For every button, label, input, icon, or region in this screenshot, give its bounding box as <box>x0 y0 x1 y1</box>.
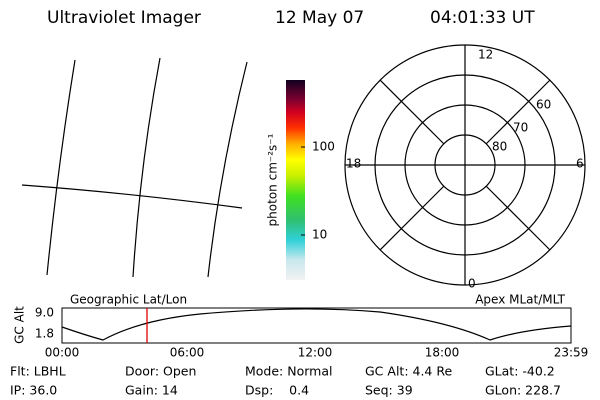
colorbar <box>286 80 305 280</box>
x-tick-label: 18:00 <box>425 346 460 360</box>
status-field: GC Alt: 4.4 Re <box>365 364 452 379</box>
mlat-label: 70 <box>513 121 528 135</box>
y-axis-label: GC Alt <box>13 306 27 344</box>
timeline-box <box>61 307 572 344</box>
status-field: Gain: 14 <box>125 383 178 398</box>
status-block: Flt: LBHL Door: Open Mode: Normal GC Alt: 4… <box>10 364 561 398</box>
mlt-label: 6 <box>576 157 584 171</box>
mlt-label: 0 <box>468 277 476 291</box>
x-tick-label: 12:00 <box>298 346 333 360</box>
status-field: Door: Open <box>125 364 196 379</box>
x-tick-label: 06:00 <box>170 346 205 360</box>
title: Ultraviolet Imager <box>47 8 201 28</box>
mlt-label: 12 <box>478 48 493 62</box>
timeline-title: Geographic Lat/Lon <box>70 293 187 307</box>
x-tick-label: 23:59 <box>554 346 589 360</box>
mlat-label: 60 <box>536 98 551 112</box>
geo-grid <box>21 57 248 278</box>
status-field: GLat: -40.2 <box>485 364 555 379</box>
status-field: Flt: LBHL <box>10 364 66 379</box>
status-field: GLon: 228.7 <box>485 383 561 398</box>
colorbar-tick-label: 100 <box>312 140 335 154</box>
polar-grid <box>344 44 586 286</box>
status-field: Seq: 39 <box>365 383 413 398</box>
colorbar-tick-label: 10 <box>312 228 327 242</box>
altitude-curve <box>61 308 572 341</box>
x-tick-label: 00:00 <box>45 346 80 360</box>
mlat-label: 80 <box>492 140 507 154</box>
time: 04:01:33 UT <box>430 8 535 28</box>
status-field: Dsp: 0.4 <box>245 383 309 398</box>
status-field: IP: 36.0 <box>10 383 57 398</box>
status-field: Mode: Normal <box>245 364 332 379</box>
mlt-label: 18 <box>346 157 361 171</box>
y-tick-label: 9.0 <box>35 306 54 320</box>
y-tick-label: 1.8 <box>35 327 54 341</box>
date: 12 May 07 <box>275 8 364 28</box>
timeline-title: Apex MLat/MLT <box>475 293 565 307</box>
colorbar-label: photon cm⁻²s⁻¹ <box>266 133 280 226</box>
